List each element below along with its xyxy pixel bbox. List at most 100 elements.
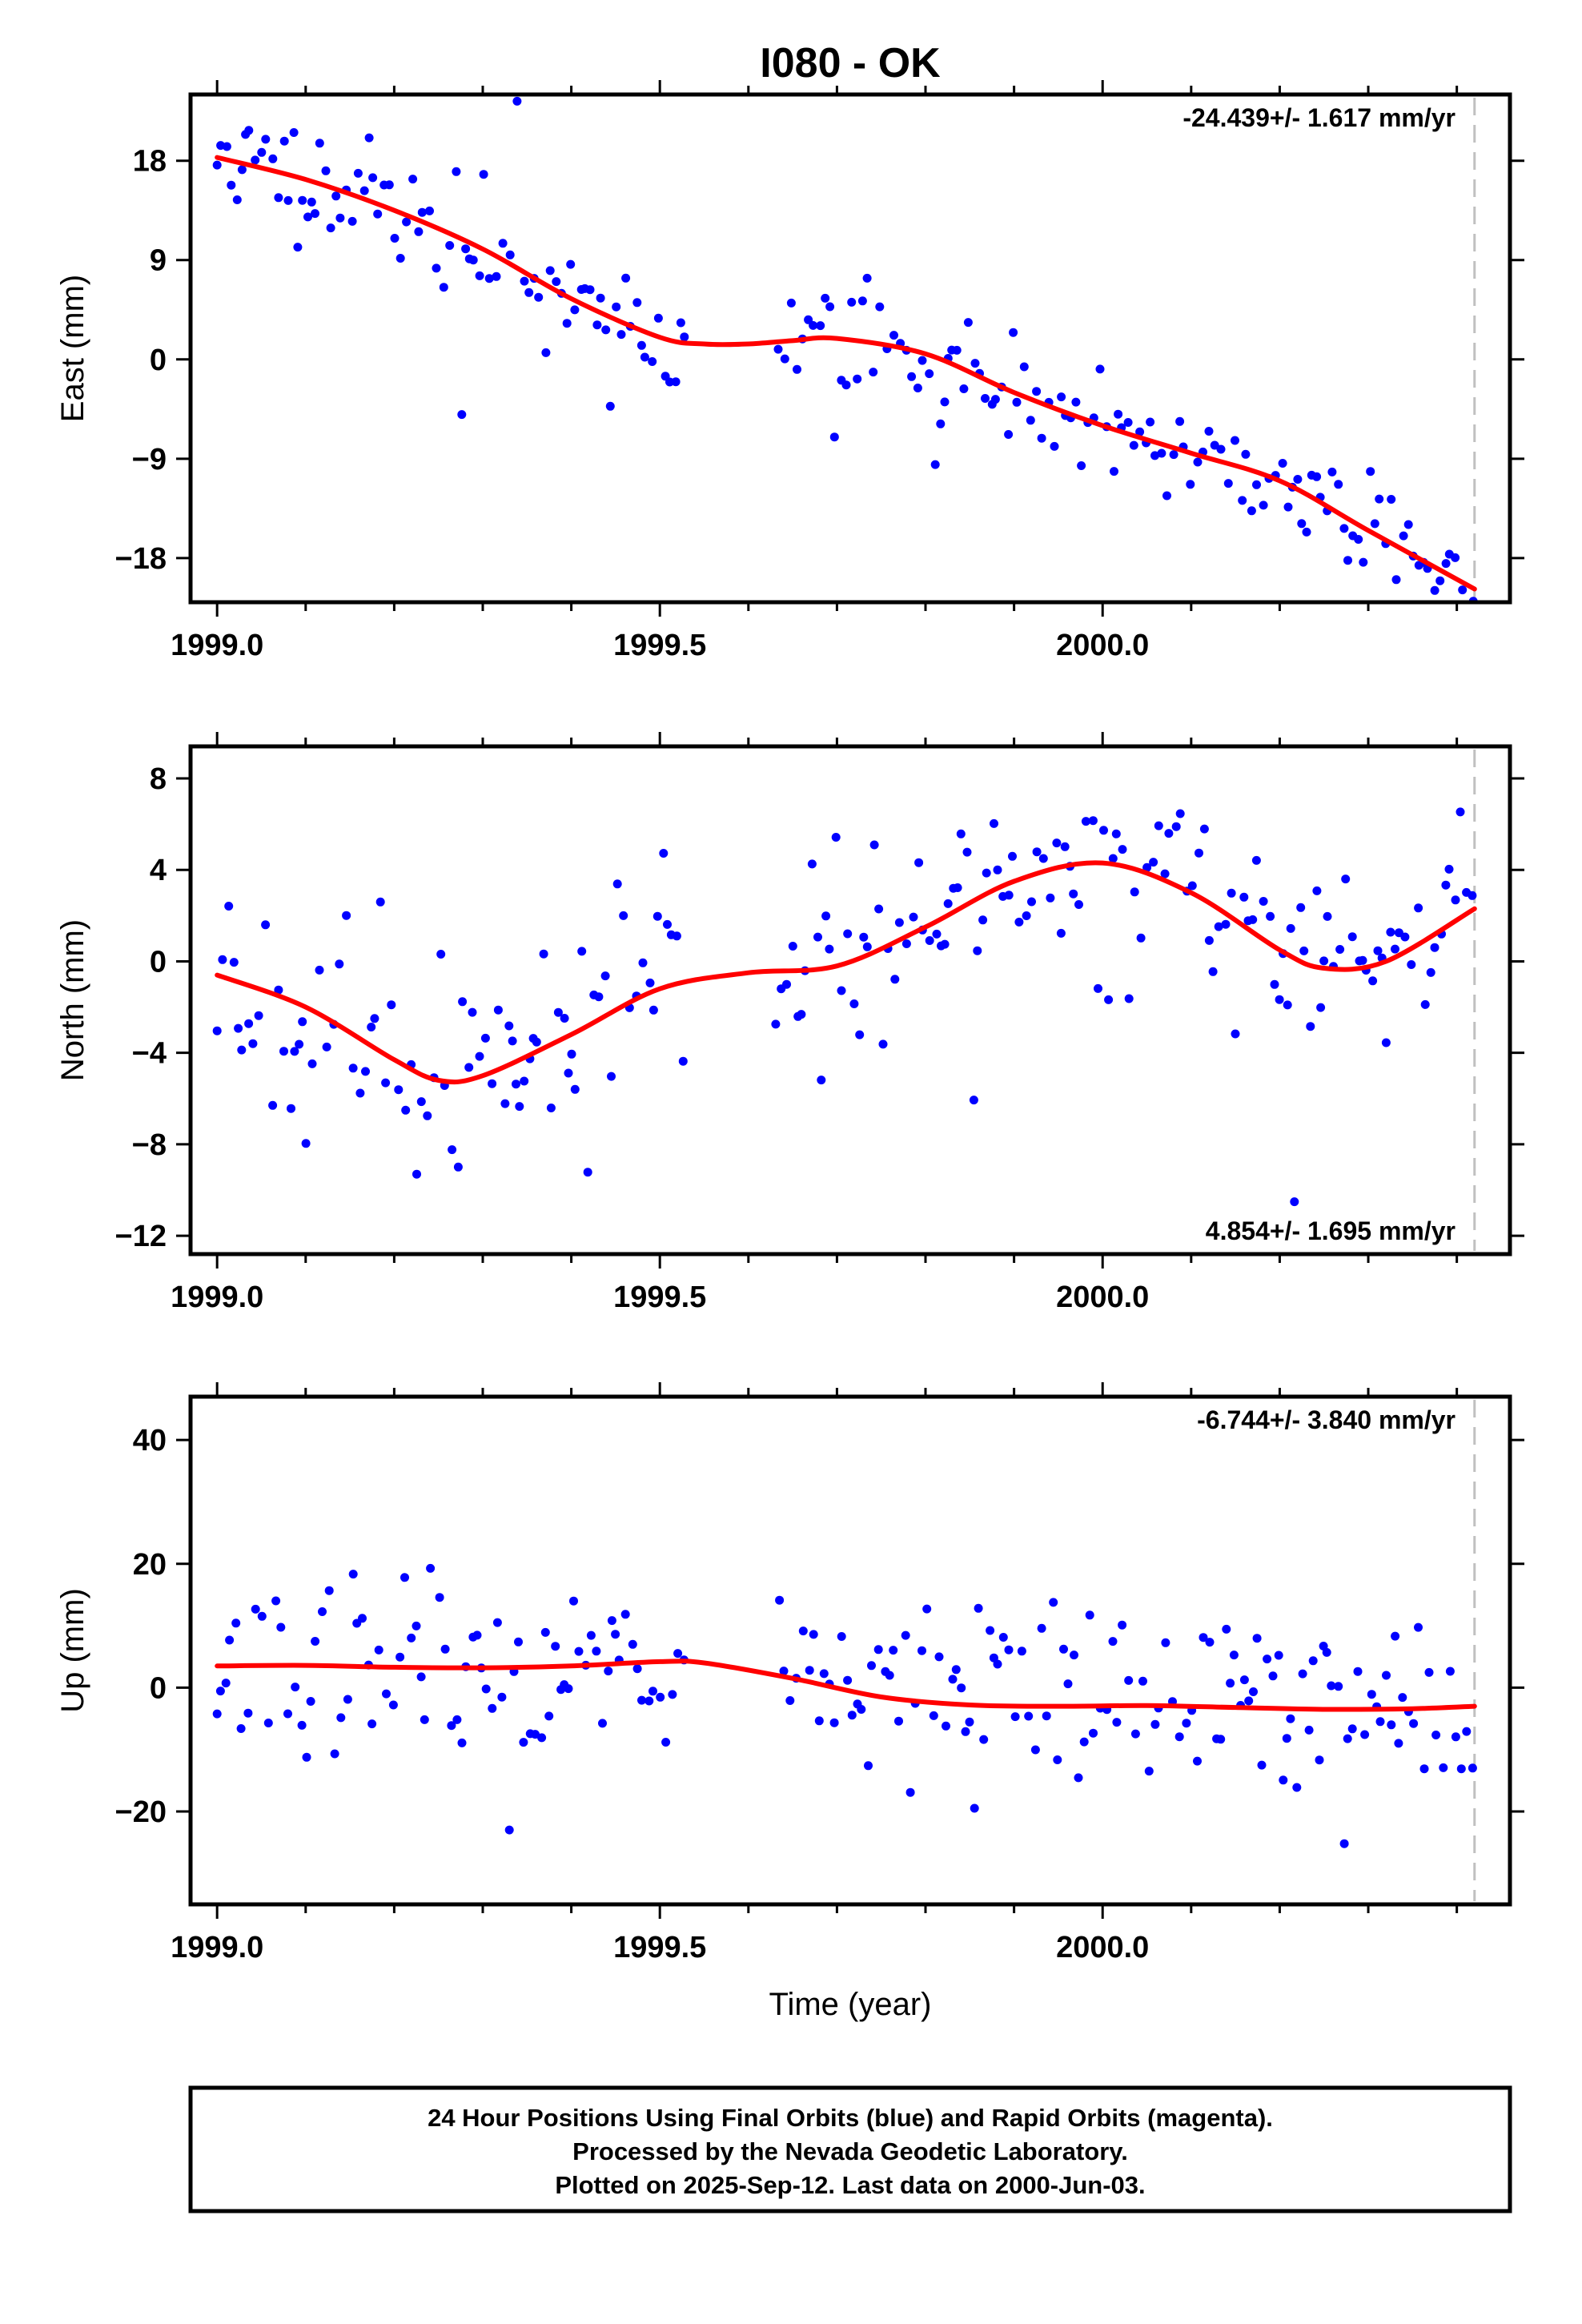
x-tick-label: 1999.5 bbox=[613, 1281, 706, 1314]
data-point bbox=[1239, 1675, 1249, 1685]
data-point bbox=[786, 298, 796, 308]
data-point bbox=[583, 1168, 592, 1177]
data-point bbox=[244, 1019, 254, 1028]
data-point bbox=[331, 191, 341, 201]
velocity-label: -24.439+/- 1.617 mm/yr bbox=[1182, 103, 1456, 132]
data-point bbox=[1391, 944, 1399, 954]
data-point bbox=[805, 1666, 814, 1675]
data-point bbox=[925, 369, 934, 379]
y-tick-label: −8 bbox=[132, 1128, 167, 1162]
data-point bbox=[472, 1630, 482, 1640]
data-point bbox=[562, 319, 572, 328]
data-point bbox=[348, 1570, 358, 1579]
data-point bbox=[390, 234, 400, 243]
data-point bbox=[1095, 364, 1105, 374]
data-point bbox=[1430, 585, 1439, 595]
data-point bbox=[1008, 851, 1017, 861]
data-point bbox=[1004, 430, 1014, 439]
data-point bbox=[464, 1063, 474, 1072]
data-point bbox=[1081, 817, 1090, 826]
data-point bbox=[545, 266, 555, 275]
data-point bbox=[1399, 531, 1408, 541]
data-point bbox=[1366, 467, 1375, 476]
data-point bbox=[512, 96, 522, 106]
data-point bbox=[1386, 927, 1395, 937]
data-point bbox=[616, 330, 626, 340]
data-point bbox=[566, 259, 576, 269]
y-tick-label: 0 bbox=[150, 344, 167, 377]
data-point bbox=[1074, 900, 1083, 909]
data-point bbox=[1079, 1737, 1089, 1747]
data-point bbox=[1094, 983, 1102, 993]
data-point bbox=[1322, 1647, 1331, 1657]
data-point bbox=[539, 949, 548, 959]
data-point bbox=[601, 325, 611, 335]
data-point bbox=[1444, 864, 1454, 874]
data-point bbox=[291, 1683, 300, 1692]
footer-line-3: Plotted on 2025-Sep-12. Last data on 200… bbox=[555, 2171, 1145, 2199]
data-point bbox=[1308, 1656, 1318, 1666]
data-point bbox=[248, 1039, 258, 1048]
data-point bbox=[843, 1675, 853, 1685]
data-point bbox=[979, 1735, 989, 1744]
data-point bbox=[348, 1063, 358, 1073]
data-point bbox=[227, 180, 236, 190]
data-point bbox=[335, 959, 344, 969]
data-point bbox=[1231, 436, 1239, 445]
data-point bbox=[1238, 496, 1247, 505]
data-point bbox=[1193, 1756, 1202, 1766]
y-axis-label: East (mm) bbox=[55, 275, 90, 422]
panel-up: 1999.0 1999.5 2000.0 40 20 0 −20 Up (mm) -6.744+… bbox=[55, 1382, 1524, 1964]
data-point bbox=[358, 1614, 367, 1623]
data-point bbox=[1394, 1739, 1403, 1748]
data-point bbox=[290, 1047, 299, 1056]
data-point bbox=[998, 1633, 1008, 1642]
data-point bbox=[347, 216, 357, 226]
data-point bbox=[1327, 467, 1337, 476]
data-point bbox=[1241, 449, 1251, 459]
data-point bbox=[520, 1076, 529, 1086]
data-point bbox=[1259, 501, 1268, 510]
data-point bbox=[1053, 1755, 1062, 1764]
data-point bbox=[779, 1667, 789, 1676]
data-point bbox=[637, 1695, 646, 1705]
data-point bbox=[1414, 1622, 1423, 1632]
y-axis-label: Up (mm) bbox=[55, 1588, 90, 1713]
x-tick-label: 1999.0 bbox=[171, 1931, 263, 1964]
data-point bbox=[1274, 1651, 1283, 1660]
data-point bbox=[1199, 1633, 1208, 1642]
data-point bbox=[673, 1649, 683, 1659]
data-point bbox=[1205, 1638, 1215, 1647]
data-point bbox=[1292, 1783, 1302, 1792]
data-point bbox=[1042, 1711, 1051, 1721]
data-point bbox=[534, 292, 544, 302]
data-point bbox=[1193, 457, 1203, 467]
data-point bbox=[1074, 1773, 1083, 1783]
data-point bbox=[1419, 1764, 1429, 1774]
data-point bbox=[594, 992, 604, 1002]
data-point bbox=[1123, 418, 1133, 427]
data-point bbox=[1171, 822, 1181, 831]
data-point bbox=[448, 1145, 457, 1155]
y-tick-label: 40 bbox=[133, 1424, 167, 1458]
data-point bbox=[1112, 1718, 1122, 1727]
data-point bbox=[1223, 479, 1233, 489]
data-point bbox=[1032, 847, 1042, 857]
data-point bbox=[330, 1749, 339, 1759]
x-tick-label: 2000.0 bbox=[1056, 1931, 1149, 1964]
data-point bbox=[986, 1626, 995, 1635]
data-point bbox=[1030, 1745, 1040, 1755]
data-point bbox=[423, 1111, 432, 1120]
data-point bbox=[1071, 397, 1081, 407]
data-point bbox=[913, 384, 922, 392]
data-point bbox=[1063, 1679, 1073, 1689]
data-point bbox=[1004, 891, 1014, 900]
data-point bbox=[1229, 1651, 1239, 1660]
data-point bbox=[569, 1596, 578, 1606]
model-curve bbox=[215, 155, 1477, 592]
data-point bbox=[514, 1637, 523, 1647]
data-point bbox=[809, 320, 818, 330]
data-point bbox=[439, 283, 448, 292]
data-point bbox=[969, 1096, 978, 1105]
